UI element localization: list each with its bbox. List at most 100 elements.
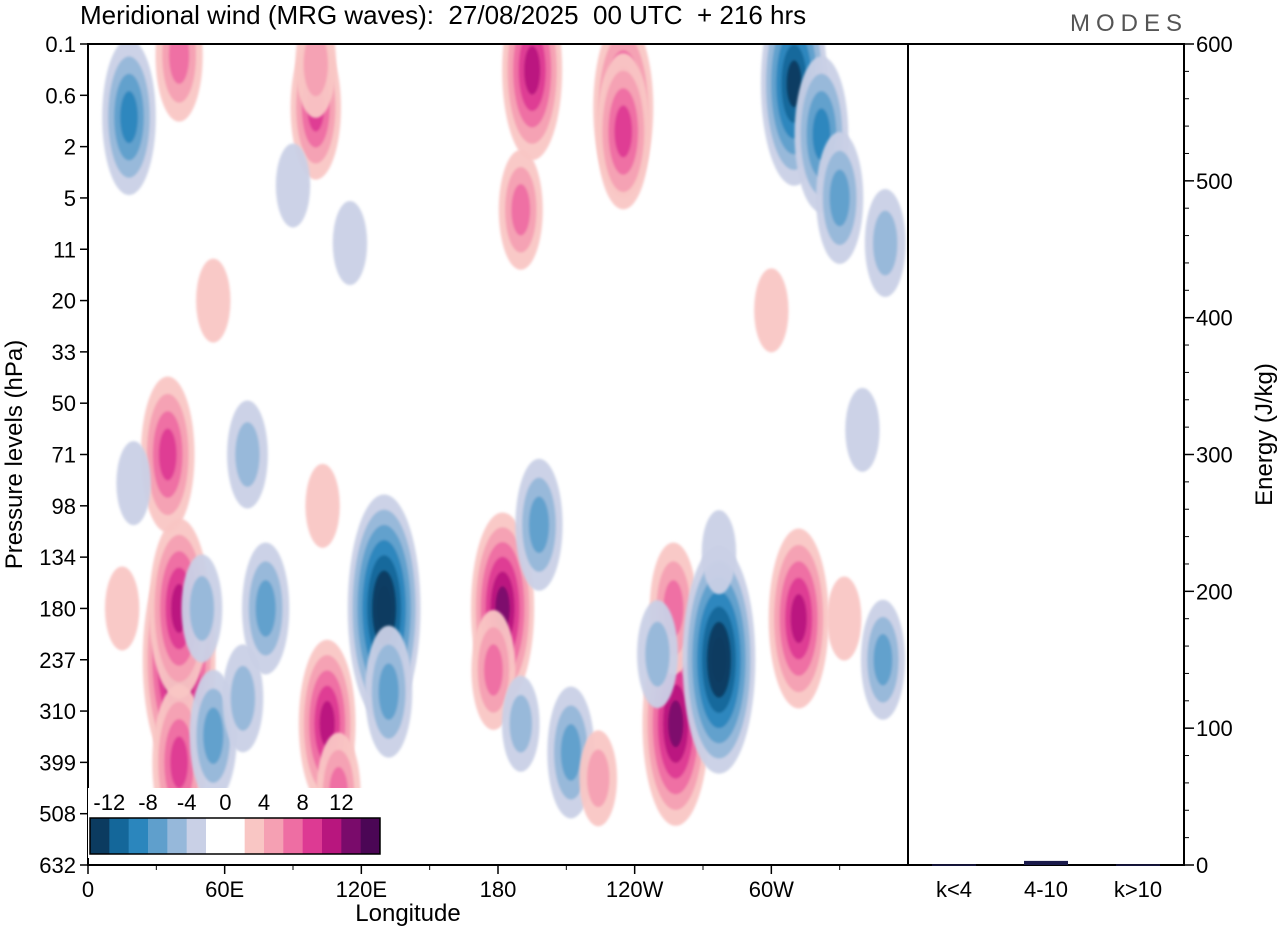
y-tick-label: 632 — [39, 853, 76, 878]
contour-cell-14 — [471, 609, 516, 730]
energy-axis-title: Energy (J/kg) — [1251, 363, 1278, 506]
colorbar-swatch — [302, 818, 323, 854]
contour-cell-28 — [116, 441, 151, 526]
contour-level-21-1 — [645, 621, 670, 687]
energy-bar-2 — [1116, 864, 1160, 866]
contour-cell-22 — [682, 545, 756, 774]
contour-level-33-1 — [303, 44, 329, 97]
contour-level-17-2 — [560, 724, 582, 781]
contour-level-25-0 — [827, 576, 862, 661]
contour-cell-46 — [196, 258, 231, 343]
contour-level-10-6 — [376, 585, 392, 632]
x-tick-label: 60E — [205, 877, 244, 902]
colorbar-swatch — [148, 818, 168, 854]
contour-level-5-1 — [189, 576, 215, 641]
x-tick-label: 120W — [606, 877, 664, 902]
contour-cell-34 — [502, 44, 563, 161]
contour-level-42-0 — [275, 143, 311, 228]
contour-cell-18 — [579, 730, 618, 827]
y-tick-label: 33 — [52, 340, 76, 365]
energy-tick-label: 100 — [1196, 716, 1233, 741]
contour-cell-21 — [637, 600, 678, 709]
colorbar-label: 4 — [258, 790, 270, 815]
energy-tick-label: 200 — [1196, 579, 1233, 604]
colorbar-label: -4 — [177, 790, 197, 815]
contour-level-16-1 — [509, 694, 533, 753]
chart-title: Meridional wind (MRG waves): 27/08/2025 … — [80, 0, 807, 30]
contour-level-6-2 — [255, 580, 276, 637]
colorbar-label: 8 — [297, 790, 309, 815]
contour-level-23-0 — [701, 510, 737, 595]
contour-cell-12 — [305, 463, 340, 548]
brand-logo: MODES — [1069, 10, 1188, 37]
energy-tick-label: 0 — [1196, 853, 1208, 878]
colorbar: -12 -8 -4 0 4 8 12 — [88, 788, 382, 858]
contour-level-30-3 — [120, 91, 138, 144]
contour-level-27-3 — [158, 428, 177, 481]
y-tick-label: 134 — [39, 545, 76, 570]
contour-level-7-1 — [230, 665, 256, 731]
y-tick-label: 0.1 — [45, 32, 76, 57]
energy-bar-0 — [932, 864, 976, 866]
energy-panel-frame — [907, 43, 1185, 866]
colorbar-swatch — [109, 818, 130, 854]
contour-level-12-0 — [305, 463, 340, 548]
energy-category-label: 4-10 — [1024, 877, 1068, 902]
contour-level-26-2 — [873, 634, 893, 686]
contour-cell-6 — [242, 542, 290, 675]
contour-cell-25 — [827, 576, 862, 661]
contour-cell-40 — [816, 131, 864, 264]
contour-level-15-2 — [528, 496, 550, 554]
contour-cell-23 — [701, 510, 737, 595]
energy-tick-label: 400 — [1196, 306, 1233, 331]
contour-cell-15 — [515, 458, 563, 591]
colorbar-swatch — [186, 818, 207, 854]
colorbar-swatch — [90, 818, 110, 854]
y-tick-label: 5 — [64, 186, 76, 211]
heatmap-layer — [102, 44, 906, 853]
contour-level-31-2 — [168, 44, 190, 84]
contour-level-41-1 — [872, 210, 898, 276]
colorbar-label: -8 — [138, 790, 158, 815]
y-axis-title: Pressure levels (hPa) — [1, 340, 28, 569]
y-tick-label: 20 — [52, 289, 76, 314]
contour-level-22-6 — [711, 636, 727, 683]
colorbar-swatch — [264, 818, 284, 854]
contour-cell-44 — [754, 268, 789, 353]
contour-level-38-5 — [786, 60, 802, 108]
colorbar-swatch — [283, 818, 304, 854]
energy-bar-layer: 0 100 200 300 400 500 600 Energy (J/kg) k<4 4-10 k… — [907, 32, 1278, 902]
energy-tick-label: 600 — [1196, 32, 1233, 57]
y-tick-label: 237 — [39, 648, 76, 673]
contour-level-3-0 — [104, 566, 140, 651]
colorbar-swatch — [360, 818, 381, 854]
energy-tick-label: 300 — [1196, 443, 1233, 468]
contour-cell-33 — [295, 44, 337, 118]
x-tick-label: 120E — [336, 877, 387, 902]
energy-category-label: k>10 — [1114, 877, 1162, 902]
contour-cell-45 — [845, 387, 880, 472]
contour-level-40-2 — [829, 169, 850, 227]
contour-level-29-1 — [235, 422, 260, 487]
energy-category-label: k<4 — [936, 877, 972, 902]
contour-cell-16 — [501, 675, 540, 772]
contour-level-43-0 — [332, 201, 368, 286]
colorbar-swatch — [244, 818, 265, 854]
y-tick-label: 310 — [39, 699, 76, 724]
contour-level-28-0 — [116, 441, 151, 526]
contour-cell-29 — [227, 400, 268, 509]
y-tick-label: 98 — [52, 494, 76, 519]
contour-level-34-4 — [523, 45, 541, 95]
contour-level-2-3 — [170, 736, 189, 789]
contour-level-44-0 — [754, 268, 789, 353]
y-tick-label: 11 — [53, 237, 76, 262]
contour-cell-24 — [768, 528, 829, 709]
y-tick-label: 2 — [64, 135, 76, 160]
contour-cell-43 — [332, 201, 368, 286]
contour-level-46-0 — [196, 258, 231, 343]
contour-level-45-0 — [845, 387, 880, 472]
colorbar-label: 0 — [219, 790, 231, 815]
contour-cell-5 — [181, 554, 223, 663]
y-tick-label: 0.6 — [45, 83, 76, 108]
